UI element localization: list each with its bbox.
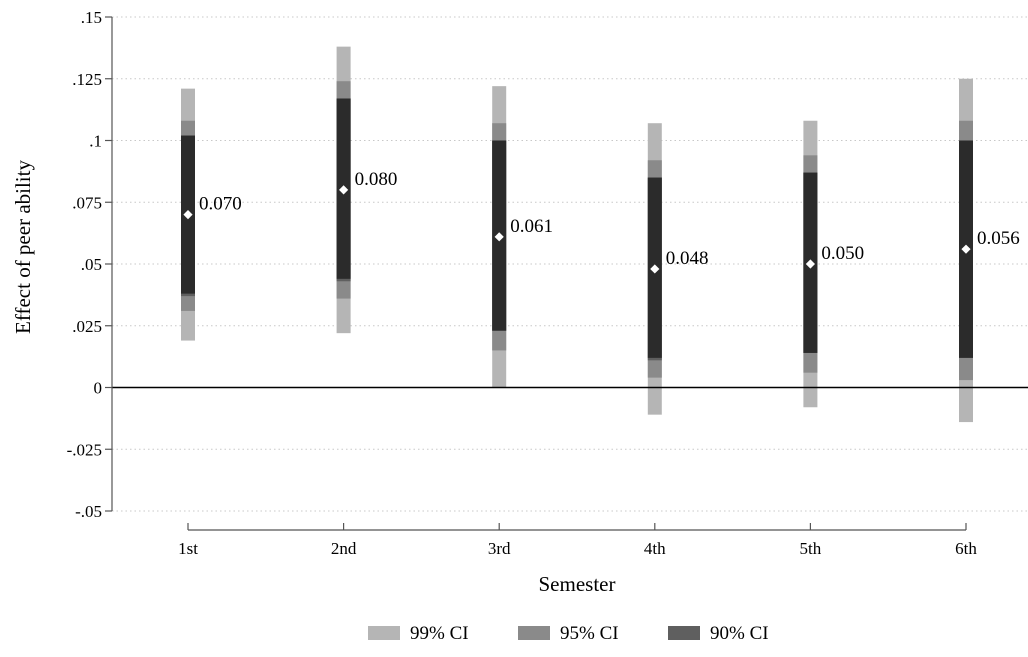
x-tick-label: 2nd — [331, 539, 357, 558]
legend-swatch-95 — [518, 626, 550, 640]
legend-label-99: 99% CI — [410, 623, 469, 644]
x-tick-label: 6th — [955, 539, 977, 558]
estimate-label-1st: 0.070 — [199, 194, 242, 215]
x-axis: 1st 2nd 3rd 4th 5th 6th — [178, 523, 977, 558]
legend: 99% CI 95% CI 90% CI — [368, 623, 769, 644]
y-tick-label: .075 — [72, 193, 102, 212]
y-tick-label: -.025 — [67, 440, 102, 459]
y-tick-label: .15 — [81, 8, 102, 27]
y-tick-label: -.05 — [75, 502, 102, 521]
point-estimates — [183, 185, 971, 274]
estimate-label-6th: 0.056 — [977, 228, 1020, 249]
estimate-labels: 0.070 0.080 0.061 0.048 0.050 0.056 — [199, 169, 1020, 269]
x-axis-title: Semester — [539, 572, 616, 596]
y-tick-label: 0 — [94, 379, 103, 398]
legend-label-95: 95% CI — [560, 623, 619, 644]
estimate-point-6th — [961, 244, 971, 254]
y-tick-label: .025 — [72, 317, 102, 336]
estimate-label-3rd: 0.061 — [510, 216, 553, 237]
y-axis: .15 .125 .1 .075 .05 .025 0 -.025 -.05 — [67, 8, 113, 521]
x-tick-label: 3rd — [488, 539, 511, 558]
y-tick-label: .1 — [89, 132, 102, 151]
y-tick-label: .05 — [81, 255, 102, 274]
estimate-point-2nd — [339, 185, 349, 195]
x-tick-label: 5th — [800, 539, 822, 558]
estimate-point-4th — [650, 264, 660, 274]
estimate-label-2nd: 0.080 — [355, 169, 398, 190]
y-tick-label: .125 — [72, 70, 102, 89]
legend-swatch-99 — [368, 626, 400, 640]
estimate-point-5th — [805, 259, 815, 269]
estimate-label-4th: 0.048 — [666, 248, 709, 269]
legend-label-90: 90% CI — [710, 623, 769, 644]
y-axis-title: Effect of peer ability — [11, 160, 35, 334]
legend-swatch-90 — [668, 626, 700, 640]
estimate-label-5th: 0.050 — [821, 243, 864, 264]
x-tick-label: 4th — [644, 539, 666, 558]
x-tick-label: 1st — [178, 539, 198, 558]
estimate-point-3rd — [494, 232, 504, 242]
estimate-point-1st — [183, 210, 193, 220]
